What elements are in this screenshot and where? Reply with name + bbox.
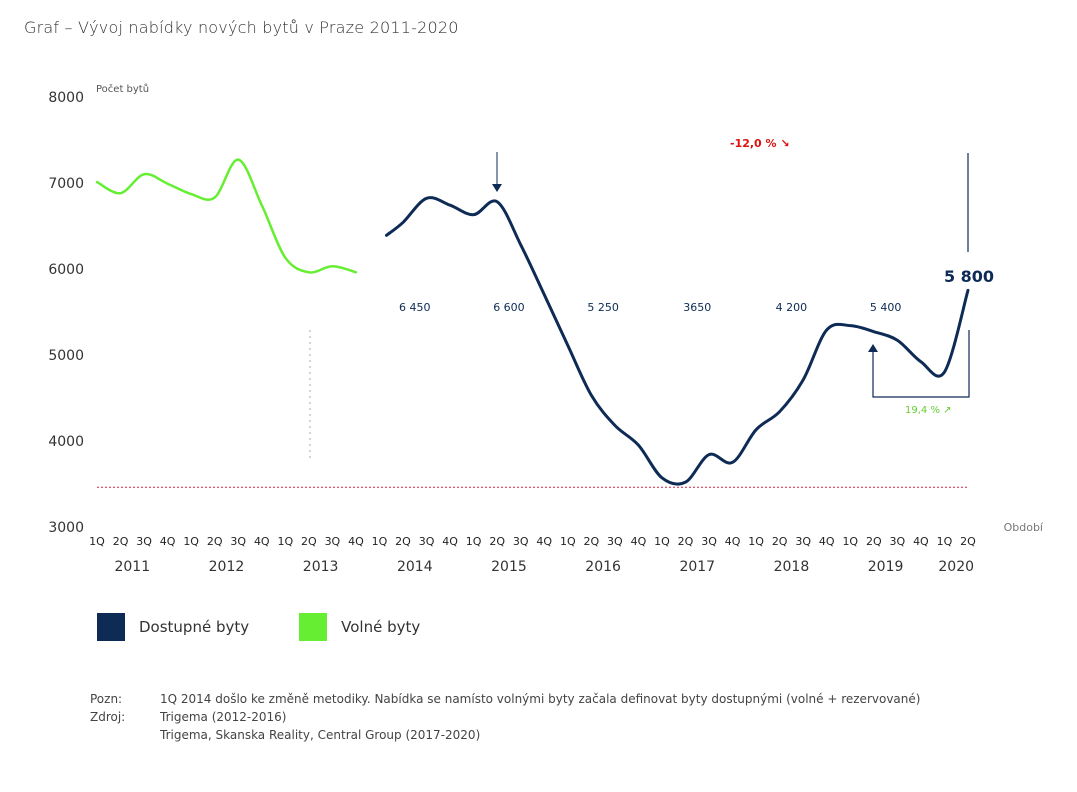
x-tick-label: 1Q (466, 535, 482, 548)
x-tick-label: 2Q (772, 535, 788, 548)
legend-swatch-volne (299, 613, 328, 641)
x-tick-label: 1Q (560, 535, 576, 548)
x-tick-label: 3Q (513, 535, 529, 548)
yearly-value-label: 3650 (683, 301, 711, 314)
x-year-label: 2018 (774, 559, 810, 575)
y-tick-label: 6000 (48, 262, 84, 278)
line-chart: 3000 4000 5000 6000 7000 8000 Počet bytů Období… (48, 83, 1044, 575)
y-axis-label: Počet bytů (96, 83, 149, 95)
change-bracket (872, 330, 970, 398)
yearly-value-label: 5 250 (587, 301, 619, 314)
y-tick-label: 7000 (48, 176, 84, 192)
down-arrow-icon (492, 184, 502, 192)
legend-item-dostupne: Dostupné byty (97, 613, 249, 641)
change-annotation-negative: -12,0 % ↘ (730, 137, 790, 150)
x-year-label: 2019 (868, 559, 904, 575)
x-tick-label: 4Q (254, 535, 270, 548)
legend-label: Volné byty (341, 618, 421, 636)
series-line-dostupne-byty (384, 196, 970, 486)
x-tick-label: 4Q (536, 535, 552, 548)
y-tick-label: 8000 (48, 90, 84, 106)
x-tick-label: 4Q (631, 535, 647, 548)
x-tick-label: 3Q (325, 535, 341, 548)
x-tick-label: 4Q (725, 535, 741, 548)
x-tick-label: 3Q (419, 535, 435, 548)
x-tick-label: 3Q (890, 535, 906, 548)
x-tick-label: 4Q (819, 535, 835, 548)
yearly-value-label: 6 600 (493, 301, 525, 314)
legend: Dostupné byty Volné byty (97, 613, 470, 641)
x-tick-label: 1Q (748, 535, 764, 548)
x-tick-label: 1Q (277, 535, 293, 548)
chart-title: Graf – Vývoj nabídky nových bytů v Praze… (24, 18, 459, 37)
x-tick-label: 2Q (960, 535, 976, 548)
x-tick-label: 2Q (584, 535, 600, 548)
y-tick-label: 4000 (48, 434, 84, 450)
x-tick-label: 2Q (489, 535, 505, 548)
legend-item-volne: Volné byty (299, 613, 420, 641)
up-arrow-icon (868, 344, 878, 352)
x-year-label: 2012 (209, 559, 245, 575)
source-text: Trigema (2012-2016) (160, 710, 287, 724)
x-tick-label: 4Q (160, 535, 176, 548)
yearly-value-label: 6 450 (399, 301, 431, 314)
note-text: 1Q 2014 došlo ke změně metodiky. Nabídka… (160, 692, 921, 706)
x-tick-label: 1Q (89, 535, 105, 548)
y-tick-label: 5000 (48, 348, 84, 364)
x-tick-label: 2Q (678, 535, 694, 548)
series-line-volne-byty (95, 158, 358, 274)
x-year-label: 2016 (585, 559, 621, 575)
x-year-label: 2020 (938, 559, 974, 575)
x-tick-label: 2Q (395, 535, 411, 548)
x-tick-label: 3Q (795, 535, 811, 548)
x-tick-label: 1Q (183, 535, 199, 548)
y-tick-label: 3000 (48, 520, 84, 536)
x-year-label: 2013 (303, 559, 339, 575)
highlight-value-label: 5 800 (944, 267, 994, 286)
x-tick-label: 2Q (866, 535, 882, 548)
x-tick-label: 1Q (937, 535, 953, 548)
x-tick-label: 1Q (654, 535, 670, 548)
yearly-value-label: 4 200 (776, 301, 808, 314)
x-tick-label: 3Q (701, 535, 717, 548)
x-tick-label: 4Q (442, 535, 458, 548)
legend-label: Dostupné byty (139, 618, 250, 636)
x-tick-label: 1Q (842, 535, 858, 548)
x-year-label: 2015 (491, 559, 527, 575)
note-label: Pozn: (90, 692, 123, 706)
x-year-label: 2014 (397, 559, 433, 575)
x-tick-label: 3Q (607, 535, 623, 548)
change-annotation-positive: 19,4 % ↗ (905, 405, 952, 416)
x-tick-label: 4Q (348, 535, 364, 548)
x-tick-label: 1Q (372, 535, 388, 548)
yearly-value-label: 5 400 (870, 301, 902, 314)
x-tick-label: 2Q (113, 535, 129, 548)
x-tick-label: 2Q (207, 535, 223, 548)
notes: Pozn: 1Q 2014 došlo ke změně metodiky. Na… (90, 690, 920, 744)
legend-swatch-dostupne (97, 613, 125, 641)
x-tick-label: 3Q (136, 535, 152, 548)
source-label: Zdroj: (90, 710, 126, 724)
x-year-label: 2017 (679, 559, 715, 575)
x-year-label: 2011 (114, 559, 150, 575)
source-text: Trigema, Skanska Reality, Central Group … (160, 728, 481, 742)
x-tick-label: 3Q (230, 535, 246, 548)
x-tick-label: 2Q (301, 535, 317, 548)
x-tick-label: 4Q (913, 535, 929, 548)
x-axis-label: Období (1004, 521, 1044, 534)
